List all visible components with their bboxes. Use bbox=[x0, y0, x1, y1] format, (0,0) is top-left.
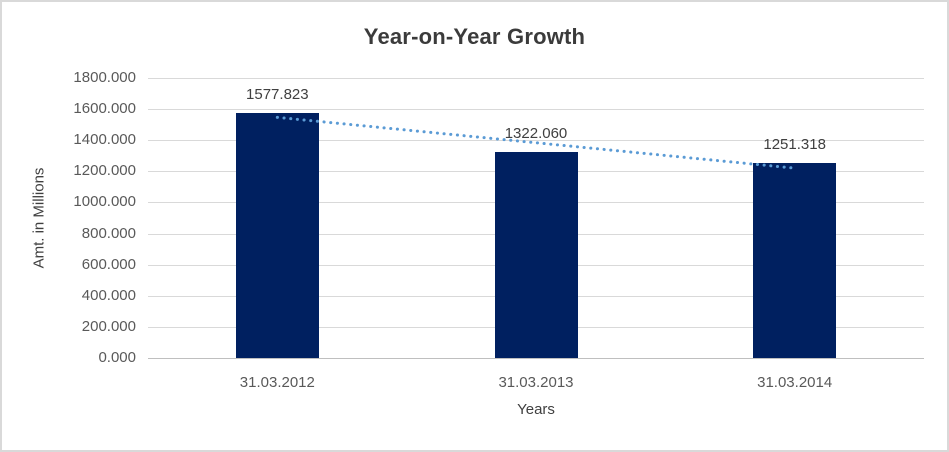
y-tick-label: 1800.000 bbox=[73, 69, 136, 86]
bar-31.03.2012 bbox=[235, 112, 319, 358]
bar-31.03.2014 bbox=[753, 163, 837, 358]
trendline bbox=[275, 115, 797, 170]
y-tick-label: 0.000 bbox=[98, 349, 136, 366]
y-axis-title: Amt. in Millions bbox=[30, 167, 48, 269]
bar-value-label: 1577.823 bbox=[246, 85, 309, 103]
y-tick-label: 200.000 bbox=[81, 317, 136, 335]
bar-value-label: 1322.060 bbox=[504, 125, 568, 143]
x-tick-label: 31.03.2014 bbox=[757, 374, 833, 391]
x-tick-label: 31.03.2012 bbox=[239, 374, 315, 391]
y-tick-label: 800.000 bbox=[81, 224, 136, 242]
y-tick-label: 400.000 bbox=[81, 286, 136, 304]
x-axis-line bbox=[148, 358, 924, 359]
y-tick-label: 1200.000 bbox=[73, 162, 136, 180]
bar-value-label: 1251.318 bbox=[763, 136, 826, 154]
gridline bbox=[148, 109, 924, 111]
y-tick-label: 1400.000 bbox=[73, 131, 136, 149]
chart-title: Year-on-Year Growth bbox=[363, 24, 586, 49]
x-axis-title: Years bbox=[517, 401, 555, 418]
y-tick-label: 600.000 bbox=[81, 255, 136, 273]
y-tick-label: 1000.000 bbox=[73, 193, 136, 211]
gridline bbox=[148, 78, 924, 79]
y-tick-label: 1600.000 bbox=[73, 100, 136, 118]
bar-31.03.2013 bbox=[494, 152, 578, 358]
x-tick-label: 31.03.2013 bbox=[498, 374, 574, 391]
gridline bbox=[148, 140, 924, 142]
